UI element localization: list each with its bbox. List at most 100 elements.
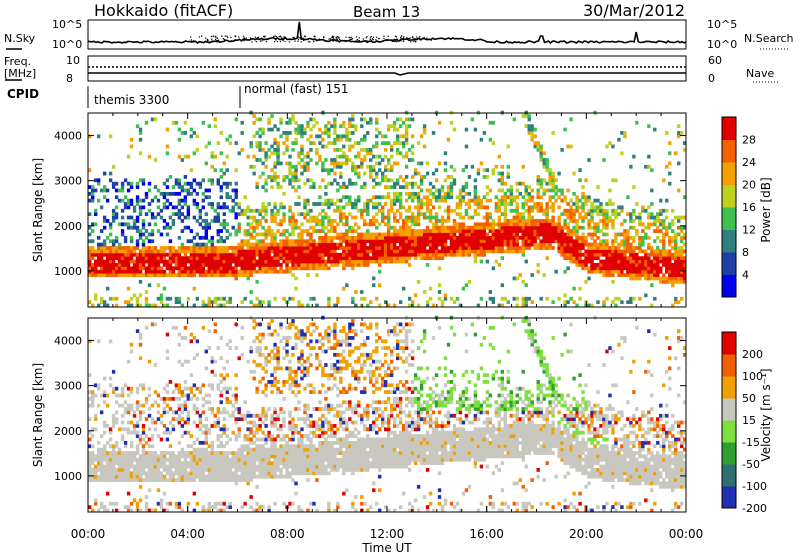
- power-cell: [366, 232, 370, 237]
- power-cell: [434, 188, 439, 193]
- velocity-cell: [213, 413, 217, 418]
- velocity-cell: [150, 457, 155, 462]
- power-cell: [605, 212, 609, 217]
- velocity-cell: [135, 461, 140, 466]
- power-cell: [126, 249, 131, 254]
- velocity-cell: [138, 464, 143, 469]
- velocity-cell: [186, 451, 191, 455]
- power-cell: [467, 191, 472, 196]
- power-cell: [327, 246, 331, 250]
- power-cell: [195, 191, 200, 196]
- power-cell: [330, 198, 334, 203]
- power-cell: [683, 266, 687, 271]
- power-cell: [533, 144, 537, 149]
- power-cell: [345, 229, 349, 233]
- power-cell: [189, 256, 194, 261]
- noise-point: [333, 39, 336, 41]
- power-cell: [303, 266, 307, 271]
- power-cell: [354, 235, 358, 240]
- velocity-cell: [114, 478, 119, 482]
- velocity-cell: [159, 498, 164, 503]
- power-cell: [189, 249, 194, 254]
- power-cell: [581, 266, 585, 271]
- power-cell: [548, 239, 552, 244]
- power-cell: [431, 131, 436, 135]
- velocity-cell: [111, 447, 116, 452]
- power-cell: [533, 246, 537, 250]
- power-cell: [360, 117, 364, 122]
- power-cell: [608, 188, 612, 193]
- power-cell: [542, 232, 546, 237]
- power-cell: [114, 235, 119, 240]
- power-cell: [363, 249, 367, 254]
- power-cell: [614, 178, 618, 183]
- power-cell: [431, 185, 436, 189]
- velocity-cell: [183, 430, 188, 435]
- power-cell: [177, 266, 182, 271]
- power-cell: [138, 198, 143, 203]
- power-cell: [533, 141, 537, 145]
- power-cell: [366, 151, 370, 156]
- colorbar-swatch: [722, 252, 736, 275]
- power-cell: [156, 256, 161, 261]
- power-cell: [102, 188, 107, 193]
- velocity-cell: [171, 454, 176, 459]
- velocity-cell: [165, 349, 170, 354]
- power-cell: [327, 222, 331, 227]
- power-cell: [327, 168, 331, 173]
- power-cell: [656, 273, 660, 277]
- power-cell: [300, 249, 304, 254]
- power-cell: [375, 252, 379, 257]
- power-cell: [446, 137, 451, 142]
- velocity-cell: [213, 322, 217, 327]
- power-cell: [225, 191, 229, 196]
- power-cell: [473, 185, 478, 189]
- power-cell: [282, 191, 286, 196]
- power-cell: [111, 219, 116, 223]
- power-cell: [602, 303, 606, 308]
- power-cell: [467, 175, 472, 179]
- power-cell: [243, 249, 247, 254]
- power-cell: [294, 242, 298, 247]
- power-cell: [372, 219, 376, 223]
- noise-right-label: N.Search: [744, 32, 794, 45]
- power-cell: [488, 137, 493, 142]
- power-cell: [300, 164, 304, 169]
- power-cell: [129, 273, 134, 277]
- noise-point: [332, 40, 334, 42]
- power-cell: [473, 191, 478, 196]
- power-cell: [644, 256, 648, 261]
- power-cell: [404, 175, 409, 179]
- power-cell: [671, 208, 675, 213]
- power-cell: [330, 249, 334, 254]
- power-cell: [407, 205, 412, 210]
- power-cell: [126, 246, 131, 250]
- power-cell: [518, 225, 522, 230]
- power-cell: [102, 185, 107, 189]
- power-cell: [575, 235, 579, 240]
- power-cell: [114, 205, 119, 210]
- power-cell: [449, 191, 454, 196]
- power-cell: [108, 134, 113, 139]
- velocity-cell: [177, 403, 182, 408]
- power-cell: [345, 158, 349, 162]
- power-cell: [545, 208, 549, 213]
- power-cell: [333, 137, 337, 142]
- power-cell: [437, 161, 442, 166]
- power-cell: [183, 215, 188, 220]
- power-cell: [455, 202, 460, 206]
- power-cell: [578, 215, 582, 220]
- power-cell: [527, 232, 531, 237]
- power-cell: [141, 232, 146, 237]
- power-cell: [192, 215, 197, 220]
- power-cell: [129, 185, 134, 189]
- noise-point: [292, 36, 294, 39]
- velocity-cell: [171, 474, 176, 479]
- power-cell: [357, 225, 361, 230]
- velocity-cell: [168, 407, 173, 411]
- power-cell: [539, 178, 543, 183]
- power-cell: [545, 164, 549, 169]
- power-cell: [267, 117, 271, 122]
- power-cell: [384, 147, 388, 152]
- power-cell: [357, 242, 361, 247]
